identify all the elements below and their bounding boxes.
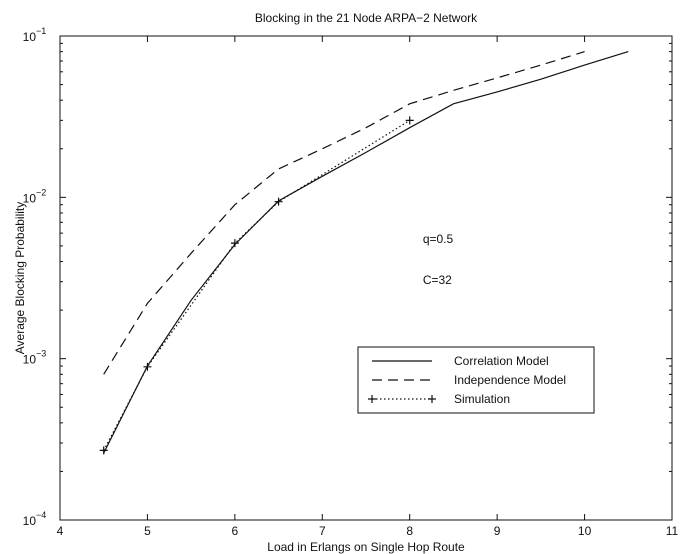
series-line-1 xyxy=(103,51,629,454)
y-tick-label: 10 xyxy=(23,30,37,44)
y-axis-label: Average Blocking Probability xyxy=(13,202,27,355)
legend: Correlation Model Independence Model Sim… xyxy=(357,346,595,414)
y-tick-exponent: −2 xyxy=(36,187,46,197)
legend-marker xyxy=(368,395,376,403)
series-line-3 xyxy=(103,119,411,451)
series-group xyxy=(99,51,629,455)
x-axis-label: Load in Erlangs on Single Hop Route xyxy=(267,540,465,554)
plot-box xyxy=(59,35,673,521)
series-line-2 xyxy=(103,51,585,375)
y-tick-exponent: −4 xyxy=(36,510,46,520)
y-tick-label: 10 xyxy=(23,514,37,528)
x-tick-label: 10 xyxy=(578,524,592,538)
y-minor-ticks xyxy=(60,42,672,472)
y-tick-label: 10 xyxy=(23,191,37,205)
x-tick-label: 4 xyxy=(57,524,64,538)
simulation-point xyxy=(405,116,414,125)
legend-label-independence: Independence Model xyxy=(454,373,566,387)
y-tick-label: 10 xyxy=(23,353,37,367)
annotation-q: q=0.5 xyxy=(423,232,454,246)
simulation-point xyxy=(274,197,283,206)
x-tick-label: 7 xyxy=(319,524,326,538)
simulation-point xyxy=(143,362,152,371)
simulation-point xyxy=(230,239,239,248)
x-tick-label: 8 xyxy=(406,524,413,538)
x-tick-label: 9 xyxy=(494,524,501,538)
y-axis-ticks: 10−410−310−210−1 xyxy=(23,26,672,528)
simulation-point xyxy=(99,446,108,455)
x-tick-label: 6 xyxy=(232,524,239,538)
legend-label-correlation: Correlation Model xyxy=(454,354,549,368)
x-tick-label: 5 xyxy=(144,524,151,538)
legend-label-simulation: Simulation xyxy=(454,392,510,406)
chart-title: Blocking in the 21 Node ARPA−2 Network xyxy=(255,11,478,25)
y-tick-exponent: −1 xyxy=(36,26,46,36)
x-tick-label: 11 xyxy=(666,524,679,538)
legend-marker xyxy=(428,395,436,403)
annotation-c: C=32 xyxy=(423,273,452,287)
y-tick-exponent: −3 xyxy=(36,349,46,359)
x-axis-ticks: 4 5 6 7 8 9 10 11 xyxy=(57,36,679,538)
